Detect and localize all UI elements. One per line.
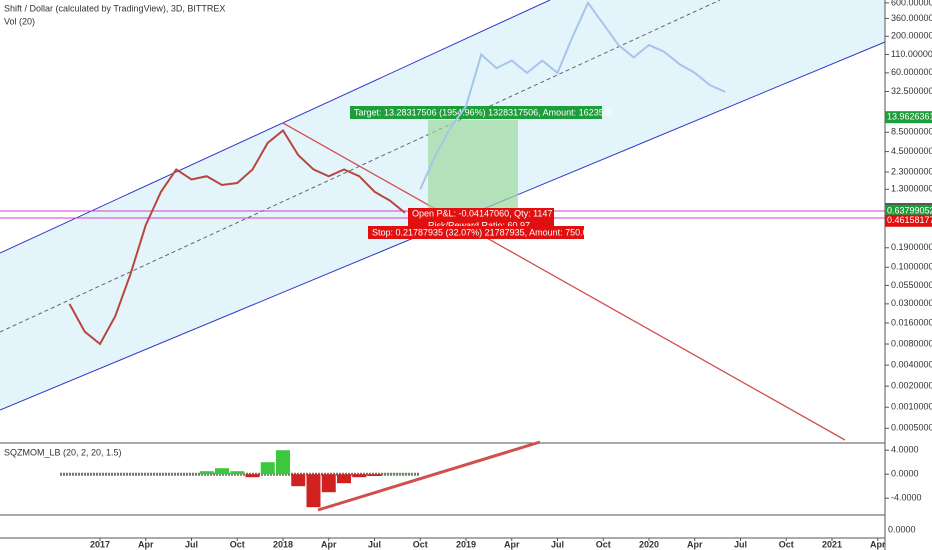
x-tick-label: Apr — [687, 539, 703, 549]
price-tag: 13.96263618 — [887, 112, 932, 122]
momentum-bar — [367, 474, 382, 476]
price-tag: 0.46158177 — [887, 215, 932, 225]
target-label: Target: 13.28317506 (1954.96%) 132831750… — [354, 107, 611, 117]
x-tick-label: Oct — [230, 539, 245, 549]
x-tick-label: Jul — [551, 539, 564, 549]
bottom-axis-label: 0.0000 — [888, 524, 916, 534]
momentum-bar — [337, 474, 351, 484]
momentum-bar — [260, 462, 275, 475]
x-tick-label: 2017 — [90, 539, 110, 549]
momentum-bar — [199, 471, 214, 475]
y-tick-label: 8.50000000 — [891, 127, 932, 137]
volume-label: Vol (20) — [4, 16, 35, 26]
price-tag: 0.63799052 — [887, 205, 932, 215]
y-tick-label: 4.0000 — [891, 445, 919, 455]
x-tick-label: Jul — [368, 539, 381, 549]
x-tick-label: Oct — [413, 539, 428, 549]
ratio-label: Risk/Reward Ratio: 60.97 — [428, 220, 530, 230]
y-tick-label: 32.50000000 — [891, 86, 932, 96]
momentum-bar — [321, 474, 336, 493]
x-tick-label: Jul — [734, 539, 747, 549]
momentum-bar — [291, 474, 306, 487]
price-tag-bg — [885, 204, 932, 217]
momentum-bar — [215, 468, 229, 475]
price-line — [68, 129, 406, 346]
y-tick-label: 0.00050000 — [891, 423, 932, 433]
y-tick-label: -4.0000 — [891, 493, 922, 503]
x-tick-label: 2020 — [639, 539, 659, 549]
y-tick-label: 200.00000000 — [891, 31, 932, 41]
target-label-bg — [350, 106, 602, 119]
y-tick-label: 60.00000000 — [891, 67, 932, 77]
momentum-bar — [245, 474, 260, 478]
trend-line — [282, 122, 846, 441]
x-tick-label: 2019 — [456, 539, 476, 549]
momentum-trend — [317, 440, 541, 512]
x-tick-label: Oct — [779, 539, 794, 549]
channel-mid — [0, 0, 721, 333]
momentum-bar — [306, 474, 321, 508]
momentum-bar — [382, 473, 397, 475]
y-tick-label: 0.0000 — [891, 469, 919, 479]
momentum-bar — [352, 474, 367, 478]
x-tick-label: Apr — [321, 539, 337, 549]
target-zone — [428, 120, 518, 212]
price-line — [419, 0, 726, 190]
x-tick-label: Apr — [138, 539, 154, 549]
x-tick-label: Apr — [870, 539, 886, 549]
y-tick-label: 360.00000000 — [891, 13, 932, 23]
price-tag-bg — [885, 214, 932, 227]
x-tick-label: Jul — [185, 539, 198, 549]
stop-label-bg — [368, 226, 584, 239]
x-tick-label: Oct — [596, 539, 611, 549]
stop-label: Stop: 0.21787935 (32.07%) 21787935, Amou… — [372, 227, 593, 237]
pnl-label: Open P&L: -0.04147060, Qty: 1147 — [412, 208, 552, 218]
x-tick-label: Apr — [504, 539, 520, 549]
indicator-title: SQZMOM_LB (20, 2, 20, 1.5) — [4, 447, 122, 457]
y-tick-label: 4.50000000 — [891, 146, 932, 156]
x-tick-label: 2018 — [273, 539, 293, 549]
momentum-bar — [276, 450, 290, 475]
price-tag-bg — [885, 111, 932, 124]
header-title: Shift / Dollar (calculated by TradingVie… — [4, 3, 225, 13]
x-tick-label: 2021 — [822, 539, 842, 549]
momentum-bar — [230, 471, 245, 475]
momentum-bar — [398, 473, 412, 475]
y-tick-label: 600.00000000 — [891, 0, 932, 7]
y-tick-label: 110.00000000 — [891, 49, 932, 59]
